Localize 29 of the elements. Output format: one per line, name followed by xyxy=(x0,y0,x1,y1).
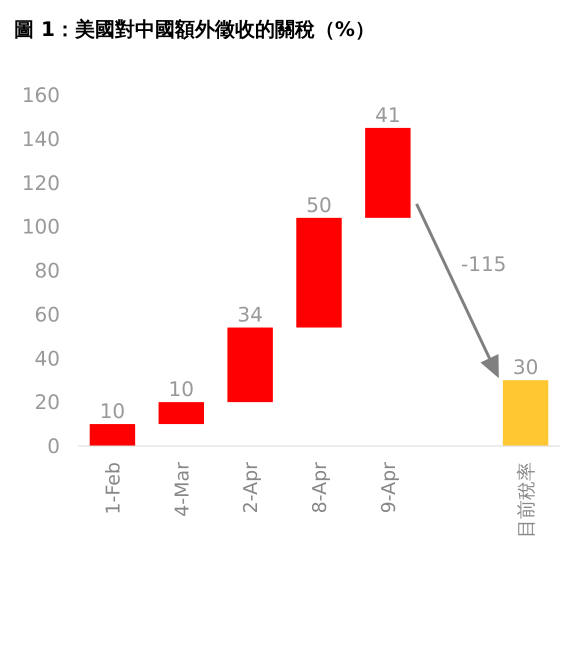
y-tick-label: 160 xyxy=(22,83,60,107)
bar xyxy=(365,128,411,218)
chart-title: 圖 1：美國對中國額外徵收的關稅（%） xyxy=(14,17,375,41)
data-label: 30 xyxy=(512,355,538,380)
y-tick-label: 120 xyxy=(22,170,60,195)
data-label: 10 xyxy=(100,399,126,424)
bar xyxy=(227,328,273,402)
data-label: 41 xyxy=(375,102,401,127)
x-tick-label: 8-Apr xyxy=(309,462,331,514)
x-tick-label: 2-Apr xyxy=(240,462,262,514)
y-tick-label: 100 xyxy=(22,214,60,239)
y-tick-label: 40 xyxy=(34,346,60,370)
data-label: 10 xyxy=(168,377,194,402)
y-tick-label: 80 xyxy=(34,258,60,282)
data-label: 50 xyxy=(306,192,332,217)
annotation: -115 xyxy=(461,252,506,276)
bar xyxy=(158,402,204,424)
bar xyxy=(502,380,548,446)
x-tick-label: 4-Mar xyxy=(171,462,194,517)
y-tick-label: 20 xyxy=(34,390,60,414)
bar xyxy=(90,424,136,446)
bar xyxy=(296,218,342,328)
x-tick-label: 1-Feb xyxy=(102,462,124,515)
x-tick-label: 9-Apr xyxy=(378,462,400,514)
y-tick-label: 0 xyxy=(47,434,60,458)
data-label: 34 xyxy=(237,302,263,327)
x-tick-label: 目前稅率 xyxy=(516,462,538,538)
y-tick-label: 60 xyxy=(34,302,60,326)
y-tick-label: 140 xyxy=(22,126,60,151)
